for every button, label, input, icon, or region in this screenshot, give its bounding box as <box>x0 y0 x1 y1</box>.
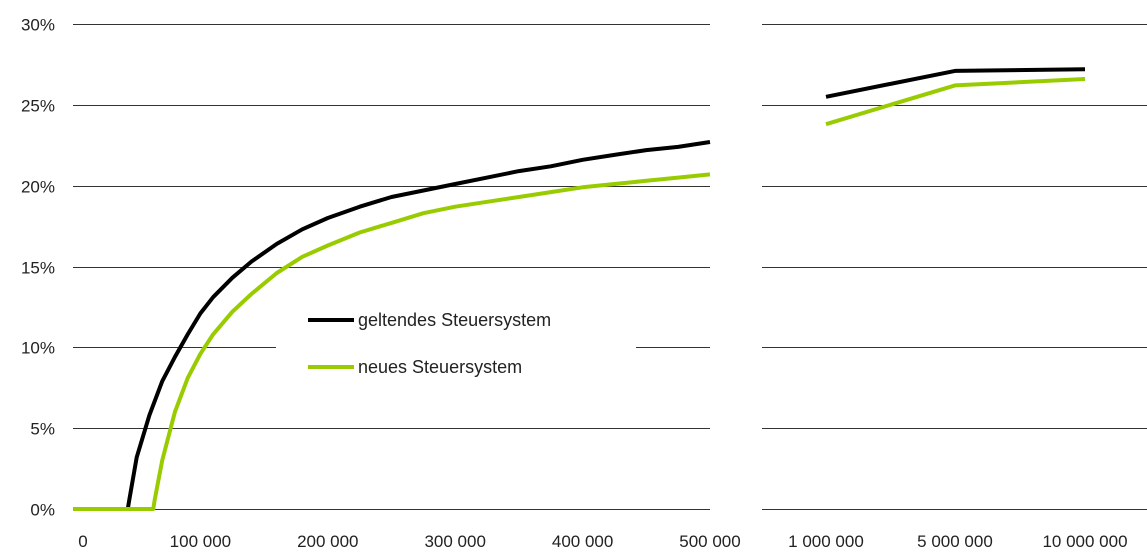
y-tick-label: 10% <box>21 339 55 358</box>
x-tick-label: 200 000 <box>297 532 358 551</box>
y-tick-label: 30% <box>21 16 55 35</box>
series-line-right-1 <box>825 77 1086 127</box>
y-tick-label: 20% <box>21 178 55 197</box>
legend-background <box>276 298 636 390</box>
x-tick-label: 500 000 <box>679 532 740 551</box>
x-tick-label: 10 000 000 <box>1042 532 1127 551</box>
series-left <box>73 140 711 511</box>
series-line-left-1 <box>73 172 711 511</box>
y-tick-label: 25% <box>21 97 55 116</box>
grid-right <box>762 24 1147 510</box>
x-tick-label: 5 000 000 <box>917 532 993 551</box>
y-axis-ticks: 0% 5% 10% 15% 20% 25% 30% <box>21 16 55 520</box>
series-right <box>825 67 1086 127</box>
y-tick-label: 5% <box>30 420 55 439</box>
x-tick-label: 100 000 <box>170 532 231 551</box>
x-tick-label: 1 000 000 <box>788 532 864 551</box>
x-tick-label: 0 <box>78 532 87 551</box>
x-axis-ticks: 0 100 000 200 000 300 000 400 000 500 000 1 00… <box>78 532 1127 551</box>
y-tick-label: 0% <box>30 501 55 520</box>
y-tick-label: 15% <box>21 259 55 278</box>
legend-label-neues: neues Steuersystem <box>358 357 522 377</box>
series-line-right-0 <box>825 67 1086 99</box>
x-tick-label: 300 000 <box>424 532 485 551</box>
legend: geltendes Steuersystem neues Steuersyste… <box>276 298 636 390</box>
x-tick-label: 400 000 <box>552 532 613 551</box>
series-line-left-0 <box>73 140 711 511</box>
legend-label-geltendes: geltendes Steuersystem <box>358 310 551 330</box>
